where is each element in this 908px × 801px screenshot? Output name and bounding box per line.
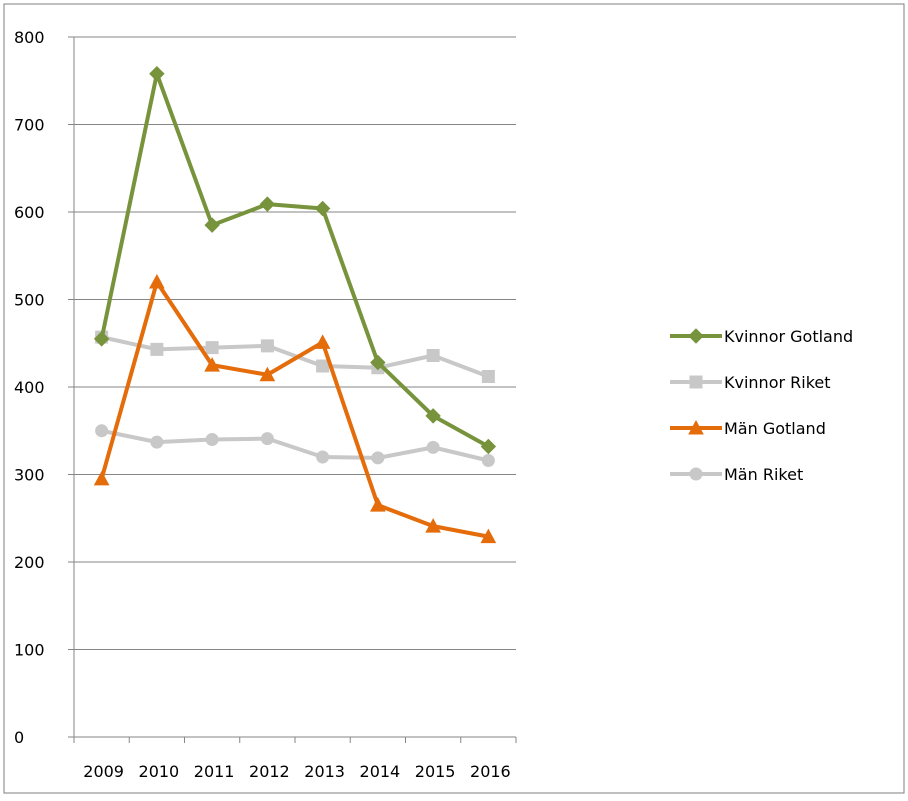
series-line-kvinnor-riket: [99, 335, 491, 379]
data-point-kvinnor-riket-2011: [205, 341, 219, 355]
series-line-man-riket: [99, 428, 491, 463]
data-point-kvinnor-riket-2010: [150, 342, 164, 356]
x-tick-label-2014: 2014: [360, 762, 401, 781]
legend-item-man-gotland: Män Gotland: [670, 419, 826, 438]
data-point-man-gotland-2011: [204, 357, 220, 372]
x-tick-label-2015: 2015: [415, 762, 456, 781]
chart-border: [3, 3, 905, 794]
data-point-man-gotland-2014: [370, 497, 386, 512]
series-man-gotland: [93, 273, 497, 544]
y-tick-label-800: 800: [14, 28, 45, 47]
data-point-kvinnor-gotland-2012: [259, 196, 276, 212]
legend-marker-kvinnor-riket: [689, 375, 703, 389]
x-tick-label-2010: 2010: [139, 762, 180, 781]
data-point-man-gotland-2013: [314, 334, 331, 349]
legend-item-kvinnor-riket: Kvinnor Riket: [670, 373, 831, 392]
data-point-kvinnor-riket-2012: [260, 339, 274, 353]
data-point-kvinnor-gotland-2009: [93, 331, 110, 347]
series-man-riket: [95, 424, 495, 467]
data-point-man-riket-2011: [205, 433, 219, 446]
series-line-man-gotland: [99, 280, 491, 539]
x-tick-label-2011: 2011: [194, 762, 235, 781]
data-point-man-gotland-2012: [259, 366, 276, 382]
x-tick-label-2016: 2016: [470, 762, 511, 781]
legend-marker-kvinnor-gotland: [688, 328, 704, 344]
data-point-kvinnor-gotland-2015: [425, 408, 441, 424]
data-point-kvinnor-riket-2016: [481, 370, 495, 383]
y-tick-label-500: 500: [14, 291, 45, 310]
data-point-man-riket-2016: [481, 454, 495, 467]
x-tick-label-2009: 2009: [83, 762, 124, 781]
axes: 0 100 200 300 400 500 600 700 800 2009 2010 2011 201…: [14, 28, 517, 781]
series-kvinnor-gotland: [93, 66, 497, 455]
legend-marker-man-gotland: [688, 419, 704, 435]
data-point-man-riket-2015: [426, 440, 440, 454]
legend-item-man-riket: Män Riket: [670, 465, 803, 484]
data-point-man-gotland-2010: [149, 273, 165, 289]
series-line-kvinnor-gotland: [99, 71, 491, 449]
data-point-kvinnor-gotland-2014: [370, 354, 386, 371]
data-point-kvinnor-riket-2013: [316, 359, 330, 373]
data-point-man-gotland-2015: [425, 518, 441, 533]
y-tick-label-400: 400: [14, 378, 45, 397]
legend-label-man-gotland: Män Gotland: [724, 419, 826, 438]
data-point-kvinnor-gotland-2011: [204, 217, 220, 233]
legend-marker-man-riket: [689, 467, 703, 481]
data-point-man-riket-2012: [260, 432, 274, 446]
legend-label-kvinnor-riket: Kvinnor Riket: [724, 373, 831, 392]
data-point-kvinnor-gotland-2010: [149, 66, 165, 82]
y-tick-label-300: 300: [14, 466, 45, 485]
y-tick-label-0: 0: [14, 728, 24, 747]
legend: Kvinnor Gotland Kvinnor Riket Män Gotland M…: [670, 327, 853, 484]
data-point-kvinnor-riket-2015: [426, 349, 440, 362]
y-tick-label-200: 200: [14, 553, 45, 572]
x-tick-label-2013: 2013: [304, 762, 345, 781]
legend-item-kvinnor-gotland: Kvinnor Gotland: [670, 327, 853, 346]
data-point-man-gotland-2016: [480, 528, 497, 544]
data-point-man-gotland-2009: [93, 470, 110, 486]
series-lines: [93, 66, 497, 544]
y-tick-label-100: 100: [14, 641, 45, 660]
data-point-man-riket-2013: [316, 450, 330, 464]
data-point-kvinnor-gotland-2016: [480, 438, 497, 455]
y-tick-label-700: 700: [14, 116, 45, 135]
data-point-man-riket-2010: [150, 435, 164, 449]
legend-label-man-riket: Män Riket: [724, 465, 803, 484]
data-point-kvinnor-gotland-2013: [314, 200, 331, 217]
data-point-man-riket-2009: [95, 424, 109, 438]
data-point-man-riket-2014: [371, 451, 385, 465]
y-tick-label-600: 600: [14, 203, 45, 222]
x-tick-label-2012: 2012: [249, 762, 290, 781]
legend-label-kvinnor-gotland: Kvinnor Gotland: [724, 327, 853, 346]
